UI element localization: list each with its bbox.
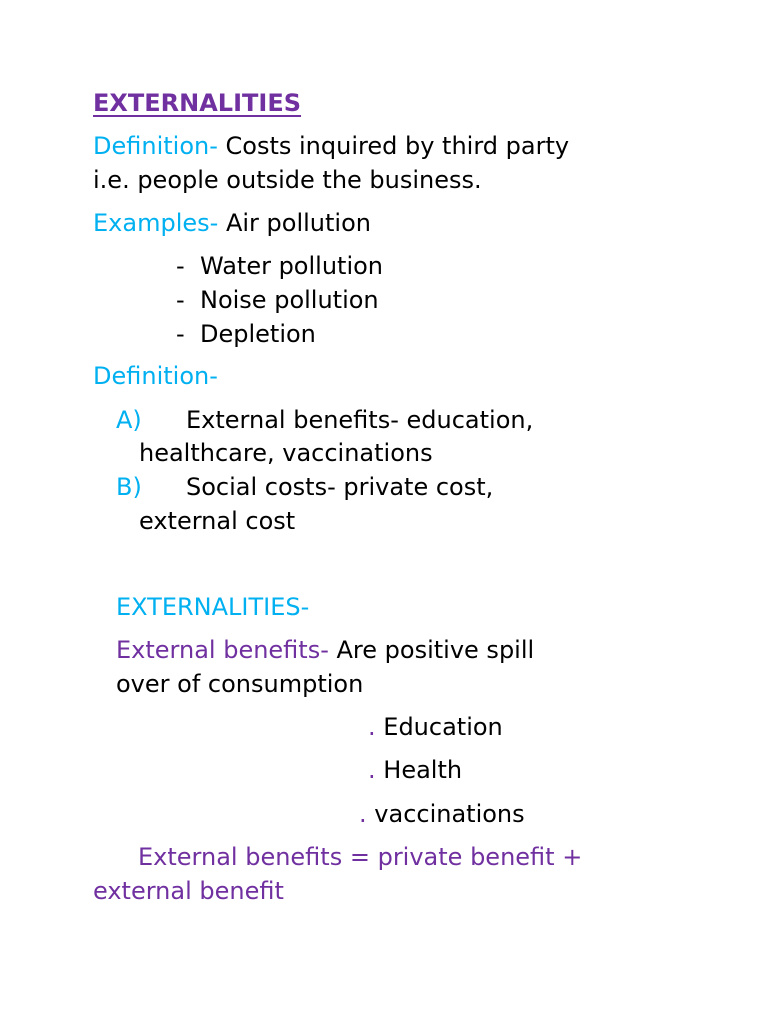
benefit-text: Education (383, 713, 503, 741)
external-benefits-label: External benefits- (116, 636, 329, 664)
section-heading: EXTERNALITIES- (116, 593, 310, 621)
benefit-item: . Health (368, 753, 462, 787)
example-item: - Noise pollution (176, 283, 379, 317)
list-item-a: External benefits- education, (186, 406, 534, 434)
list-item-b: Social costs- private cost, (186, 473, 494, 501)
list-item-b-cont: external cost (139, 507, 296, 535)
benefit-text: vaccinations (374, 800, 525, 828)
benefit-item: . vaccinations (359, 797, 525, 831)
external-benefits-text: Are positive spill (336, 636, 535, 664)
benefit-item: . Education (368, 710, 503, 744)
example-item: - Water pollution (176, 249, 383, 283)
example-text: Noise pollution (200, 286, 379, 314)
examples-line: Examples- Air pollution (93, 206, 371, 240)
examples-label: Examples- (93, 209, 219, 237)
dash-bullet: - (176, 320, 185, 348)
definition2-label: Definition- (93, 362, 218, 390)
list-marker-a: A) (116, 406, 142, 434)
dot-bullet: . (368, 713, 376, 741)
document-title: EXTERNALITIES (93, 89, 302, 117)
list-item-a-cont: healthcare, vaccinations (139, 439, 433, 467)
list-marker-b: B) (116, 473, 142, 501)
definition-text-cont: i.e. people outside the business. (93, 166, 482, 194)
dot-bullet: . (359, 800, 367, 828)
benefit-text: Health (383, 756, 463, 784)
dash-bullet: - (176, 286, 185, 314)
external-benefits-text-cont: over of consumption (116, 670, 364, 698)
formula-line-cont: external benefit (93, 877, 284, 905)
definition-line: Definition- Costs inquired by third part… (93, 129, 569, 163)
example-item: - Depletion (176, 317, 316, 351)
example-text: Depletion (200, 320, 316, 348)
dot-bullet: . (368, 756, 376, 784)
external-benefits-line: External benefits- Are positive spill (116, 633, 534, 667)
example-item: Air pollution (225, 209, 371, 237)
definition-text: Costs inquired by third party (225, 132, 570, 160)
example-text: Water pollution (200, 252, 384, 280)
definition-label: Definition- (93, 132, 218, 160)
dash-bullet: - (176, 252, 185, 280)
formula-line: External benefits = private benefit + (138, 843, 583, 871)
